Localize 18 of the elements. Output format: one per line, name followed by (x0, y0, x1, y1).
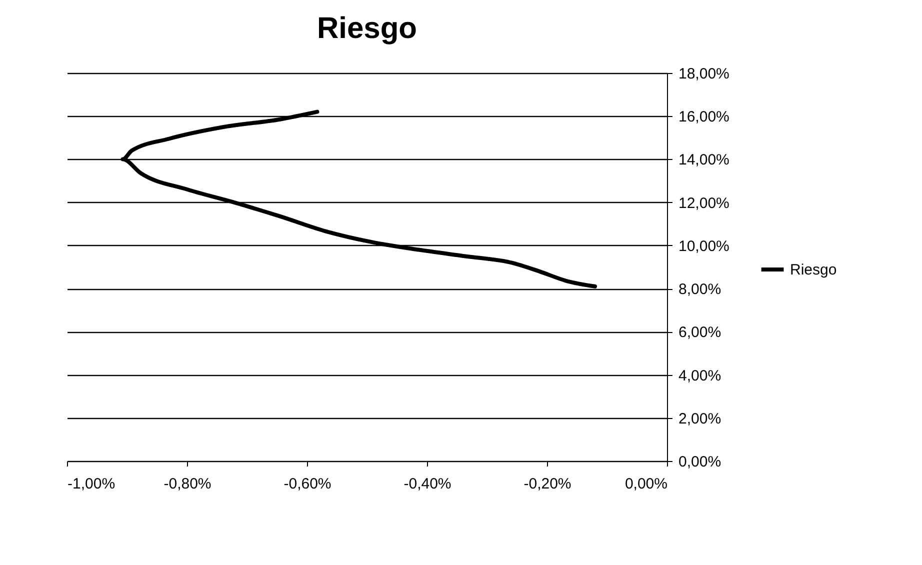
y-tick-label: 14,00% (678, 152, 730, 169)
y-tick-label: 12,00% (678, 194, 730, 212)
y-tick-label: 10,00% (678, 238, 730, 255)
y-tick-label: 0,00% (678, 454, 722, 470)
y-tick-label: 8,00% (678, 281, 722, 298)
x-tick-label: -0,40% (404, 476, 452, 492)
y-tick-label: 2,00% (678, 410, 722, 428)
chart-title: Riesgo (316, 12, 418, 45)
x-tick-label: -0,20% (524, 476, 572, 492)
x-tick-label: 0,00% (624, 476, 668, 492)
y-tick-label: 18,00% (678, 66, 730, 82)
y-tick-label: 6,00% (678, 324, 722, 342)
x-tick-label: -0,60% (284, 476, 332, 492)
y-tick-label: 4,00% (678, 367, 722, 384)
x-tick-label: -1,00% (68, 476, 116, 492)
x-tick-label: -0,80% (164, 476, 212, 492)
legend-label: Riesgo (790, 262, 837, 278)
y-tick-label: 16,00% (678, 108, 730, 126)
